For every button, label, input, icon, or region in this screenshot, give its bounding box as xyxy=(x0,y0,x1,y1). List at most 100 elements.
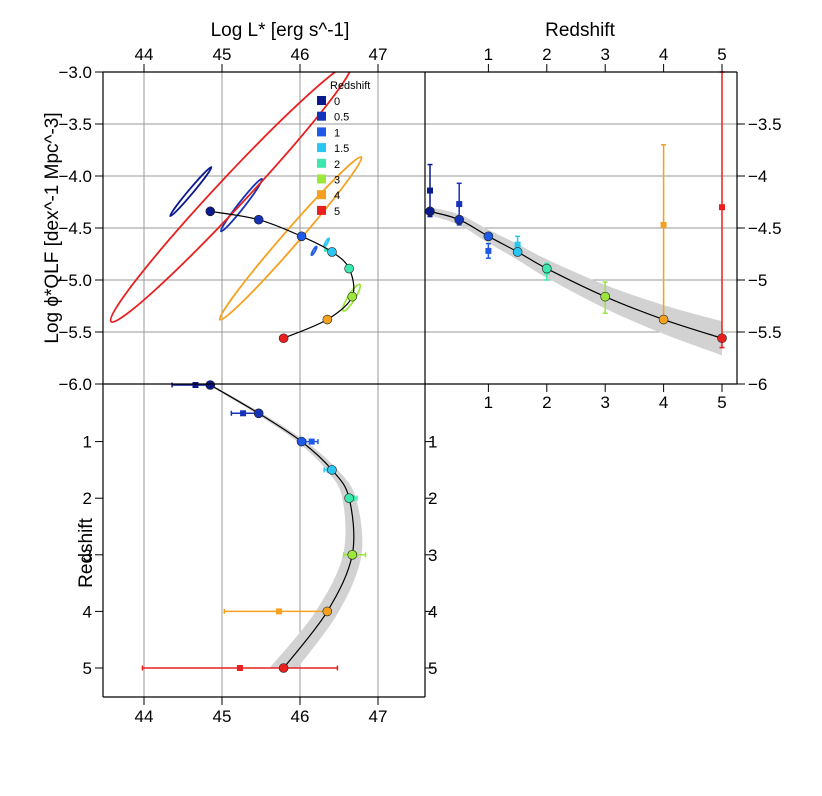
tick-label-redshift-top: 5 xyxy=(717,45,726,64)
tick-label-redshift-left: 3 xyxy=(83,546,92,565)
ellipse-z-1p5 xyxy=(322,237,331,248)
tick-label-phi-right: −6 xyxy=(748,375,767,394)
legend-label-z-1: 1 xyxy=(334,127,340,139)
panel-a-confidence-ellipses xyxy=(109,72,363,323)
legend: Redshift 0 0.5 1 1.5 2 3 4 5 xyxy=(317,80,370,218)
tick-label-luminosity-bottom: 46 xyxy=(291,707,310,726)
tick-label-redshift-top: 2 xyxy=(542,45,551,64)
panel-c-confidence-band xyxy=(208,385,363,668)
measurement-z-5 xyxy=(236,665,243,671)
point-z-0 xyxy=(205,380,216,390)
legend-swatch-z-1p5 xyxy=(317,143,326,153)
tick-label-phi: −4.0 xyxy=(58,167,92,186)
point-z-5 xyxy=(278,333,289,344)
panel-c-points xyxy=(205,380,358,673)
point-z-2 xyxy=(541,263,552,274)
tick-label-luminosity-top: 44 xyxy=(135,45,154,64)
tick-label-luminosity-bottom: 45 xyxy=(213,707,232,726)
tick-label-phi-right: −3.5 xyxy=(748,115,782,134)
point-z-0p5 xyxy=(253,214,264,225)
legend-label-z-0: 0 xyxy=(334,96,340,108)
panel-b-measurements xyxy=(427,71,725,349)
panel-a-gridlines xyxy=(103,72,425,384)
tick-label-redshift-top: 4 xyxy=(659,45,668,64)
panel-c-gridlines xyxy=(143,384,379,697)
tick-label-luminosity-bottom: 44 xyxy=(135,707,154,726)
legend-label-z-2: 2 xyxy=(334,159,340,171)
panel-luminosity-redshift: 44 45 46 471 12 23 34 45 5 xyxy=(83,380,438,726)
tick-label-phi: −5.0 xyxy=(58,271,92,290)
tick-label-redshift-bottom: 2 xyxy=(542,393,551,412)
point-z-5 xyxy=(278,663,289,673)
point-z-4 xyxy=(658,314,669,325)
point-z-3 xyxy=(347,291,358,302)
trajectory-line xyxy=(210,210,355,339)
legend-title: Redshift xyxy=(330,80,370,92)
point-z-0 xyxy=(425,206,435,217)
point-z-5 xyxy=(717,333,727,344)
legend-label-z-3: 3 xyxy=(334,175,340,187)
tick-label-luminosity-top: 46 xyxy=(291,45,310,64)
trajectory-line xyxy=(209,384,355,669)
panel-a-points xyxy=(205,206,358,344)
axes-frame xyxy=(102,71,738,698)
measurement-z-4 xyxy=(660,221,667,228)
point-z-2 xyxy=(344,493,354,504)
panel-b-ticks: 1 1 2 2 3 3 4 4 5 5 −3.5 −4 −4.5 −5 −5.5 −6 xyxy=(484,45,782,412)
panel-a-ticks: 44 45 46 47−3.0−3.5−4.0−4.5−5.0−5.5−6.0 xyxy=(58,45,387,394)
confidence-band xyxy=(430,207,722,356)
tick-label-luminosity-top: 47 xyxy=(369,45,388,64)
tick-label-phi-right: −4.5 xyxy=(748,219,782,238)
tick-label-redshift-bottom: 1 xyxy=(484,393,493,412)
legend-swatch-z-0p5 xyxy=(317,111,326,121)
tick-label-redshift-bottom: 3 xyxy=(600,393,609,412)
point-z-2 xyxy=(344,263,354,274)
tick-label-phi-right: −5 xyxy=(748,271,767,290)
panel-luminosity-phi: 44 45 46 47−3.0−3.5−4.0−4.5−5.0−5.5−6.0 Red… xyxy=(58,45,425,394)
legend-label-z-0p5: 0.5 xyxy=(334,112,349,124)
panel-b-points xyxy=(425,206,727,344)
tick-label-redshift-right: 3 xyxy=(428,546,437,565)
panel-b-confidence-band xyxy=(430,207,722,356)
point-z-0p5 xyxy=(454,214,465,225)
tick-label-luminosity-bottom: 47 xyxy=(369,707,388,726)
tick-label-redshift-right: 2 xyxy=(428,489,437,508)
tick-label-redshift-left: 2 xyxy=(83,489,92,508)
legend-swatch-z-2 xyxy=(317,158,326,168)
ellipse-z-5 xyxy=(109,72,354,323)
tick-label-redshift-left: 4 xyxy=(83,602,92,621)
ellipse-z-4 xyxy=(218,156,363,321)
point-z-1 xyxy=(296,231,307,242)
legend-swatch-z-0 xyxy=(317,96,326,105)
point-z-1 xyxy=(483,231,494,242)
measurement-z-0p5 xyxy=(456,201,463,208)
panel-a-trajectory xyxy=(210,210,355,339)
measurement-z-1 xyxy=(308,438,315,445)
ellipse-z-0 xyxy=(169,166,213,218)
tick-label-luminosity-top: 45 xyxy=(213,45,232,64)
tick-label-phi: −5.5 xyxy=(58,323,92,342)
point-z-3 xyxy=(600,291,611,302)
point-z-0p5 xyxy=(253,408,264,419)
tick-label-phi: −3.0 xyxy=(58,63,92,82)
tick-label-phi: −3.5 xyxy=(58,115,92,134)
tick-label-redshift-right: 1 xyxy=(428,433,437,452)
legend-label-z-4: 4 xyxy=(334,190,340,202)
panel-c-measurements xyxy=(141,382,367,671)
y-axis-label-redshift: Redshift xyxy=(76,517,97,587)
ellipse-z-0p5 xyxy=(219,177,264,233)
point-z-1p5 xyxy=(512,247,523,257)
tick-label-phi-right: −5.5 xyxy=(748,323,782,342)
tick-label-redshift-top: 1 xyxy=(484,45,493,64)
tick-label-phi-right: −4 xyxy=(748,167,767,186)
measurement-z-1 xyxy=(485,247,492,254)
measurement-z-4 xyxy=(275,608,282,615)
point-z-1p5 xyxy=(327,247,337,257)
y-axis-label-phi: Log ϕ*QLF [dex^-1 Mpc^-3] xyxy=(42,112,63,343)
legend-swatch-z-1 xyxy=(317,127,326,137)
x-axis-label-luminosity: Log L* [erg s^-1] xyxy=(211,20,350,41)
panel-c-ticks: 44 45 46 471 12 23 34 45 5 xyxy=(83,433,438,726)
tick-label-redshift-top: 3 xyxy=(600,45,609,64)
point-z-1 xyxy=(296,436,307,447)
